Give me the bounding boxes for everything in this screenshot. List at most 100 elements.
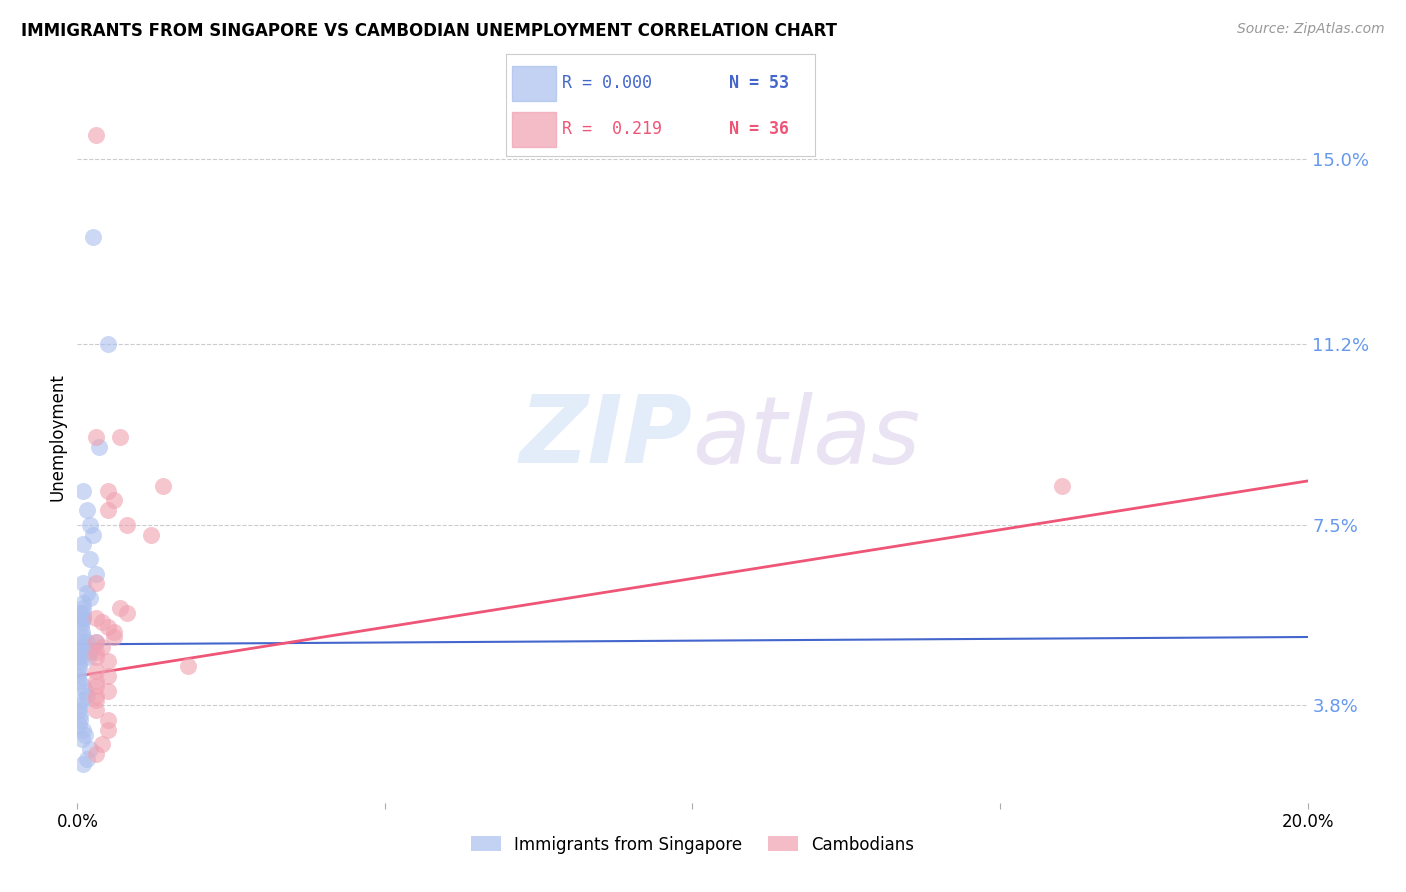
Point xyxy=(79,591,101,605)
Point xyxy=(90,737,114,751)
Text: atlas: atlas xyxy=(693,392,921,483)
Point xyxy=(103,493,125,508)
Point xyxy=(72,606,94,620)
Point xyxy=(72,596,94,610)
FancyBboxPatch shape xyxy=(512,112,555,147)
Point xyxy=(69,606,91,620)
Point xyxy=(97,654,120,668)
Point xyxy=(115,517,138,532)
Point xyxy=(76,503,98,517)
Point xyxy=(70,732,93,747)
Point xyxy=(87,440,110,454)
Point xyxy=(67,718,90,732)
Point xyxy=(84,679,107,693)
Point xyxy=(69,654,91,668)
Point xyxy=(67,673,90,688)
Point xyxy=(73,727,96,741)
Point xyxy=(72,679,94,693)
Point xyxy=(103,630,125,644)
Point xyxy=(72,600,94,615)
Point xyxy=(1050,479,1073,493)
Text: N = 53: N = 53 xyxy=(728,74,789,92)
Point xyxy=(70,615,93,630)
Point xyxy=(79,645,101,659)
Text: N = 36: N = 36 xyxy=(728,120,789,138)
Point xyxy=(79,742,101,756)
Point xyxy=(97,683,120,698)
Point xyxy=(72,756,94,771)
Point xyxy=(72,483,94,498)
Point xyxy=(70,620,93,634)
Point xyxy=(72,630,94,644)
Text: R = 0.000: R = 0.000 xyxy=(562,74,652,92)
Legend: Immigrants from Singapore, Cambodians: Immigrants from Singapore, Cambodians xyxy=(464,829,921,860)
Point xyxy=(67,659,90,673)
Point xyxy=(84,645,107,659)
Point xyxy=(152,479,174,493)
Point xyxy=(97,503,120,517)
Point xyxy=(84,128,107,142)
Point xyxy=(90,640,114,654)
Point xyxy=(84,635,107,649)
FancyBboxPatch shape xyxy=(512,66,555,101)
Point xyxy=(79,517,101,532)
Point xyxy=(72,576,94,591)
Point xyxy=(69,713,91,727)
Point xyxy=(69,698,91,713)
Point xyxy=(84,747,107,761)
Y-axis label: Unemployment: Unemployment xyxy=(48,373,66,501)
Point xyxy=(97,723,120,737)
Point xyxy=(82,230,104,244)
Point xyxy=(84,635,107,649)
Point xyxy=(97,669,120,683)
Point xyxy=(72,635,94,649)
Point xyxy=(69,708,91,723)
Point xyxy=(97,713,120,727)
Point xyxy=(72,640,94,654)
Point xyxy=(67,703,90,717)
Point xyxy=(67,645,90,659)
Point xyxy=(177,659,200,673)
Point xyxy=(84,693,107,707)
Text: R =  0.219: R = 0.219 xyxy=(562,120,662,138)
Point xyxy=(67,664,90,678)
Point xyxy=(67,649,90,664)
Point xyxy=(76,586,98,600)
Point xyxy=(84,673,107,688)
Point xyxy=(76,635,98,649)
Point xyxy=(84,664,107,678)
Point xyxy=(97,483,120,498)
Point xyxy=(76,689,98,703)
Point xyxy=(84,649,107,664)
Point xyxy=(84,703,107,717)
Point xyxy=(72,537,94,551)
Point xyxy=(76,752,98,766)
Point xyxy=(84,576,107,591)
Point xyxy=(73,683,96,698)
Point xyxy=(110,600,132,615)
Point xyxy=(69,640,91,654)
Point xyxy=(79,552,101,566)
Point xyxy=(72,610,94,624)
Point xyxy=(70,693,93,707)
Text: IMMIGRANTS FROM SINGAPORE VS CAMBODIAN UNEMPLOYMENT CORRELATION CHART: IMMIGRANTS FROM SINGAPORE VS CAMBODIAN U… xyxy=(21,22,837,40)
Point xyxy=(77,649,100,664)
Text: ZIP: ZIP xyxy=(520,391,693,483)
Point xyxy=(84,566,107,581)
Point xyxy=(72,610,94,624)
Point xyxy=(103,625,125,640)
Point xyxy=(66,669,89,683)
Point xyxy=(97,337,120,351)
Point xyxy=(90,615,114,630)
Point xyxy=(141,527,163,541)
Point xyxy=(82,527,104,541)
Point xyxy=(72,723,94,737)
Point xyxy=(84,689,107,703)
Point xyxy=(84,430,107,444)
Text: Source: ZipAtlas.com: Source: ZipAtlas.com xyxy=(1237,22,1385,37)
Point xyxy=(67,649,90,664)
Point xyxy=(110,430,132,444)
Point xyxy=(70,625,93,640)
Point xyxy=(84,610,107,624)
Point xyxy=(115,606,138,620)
